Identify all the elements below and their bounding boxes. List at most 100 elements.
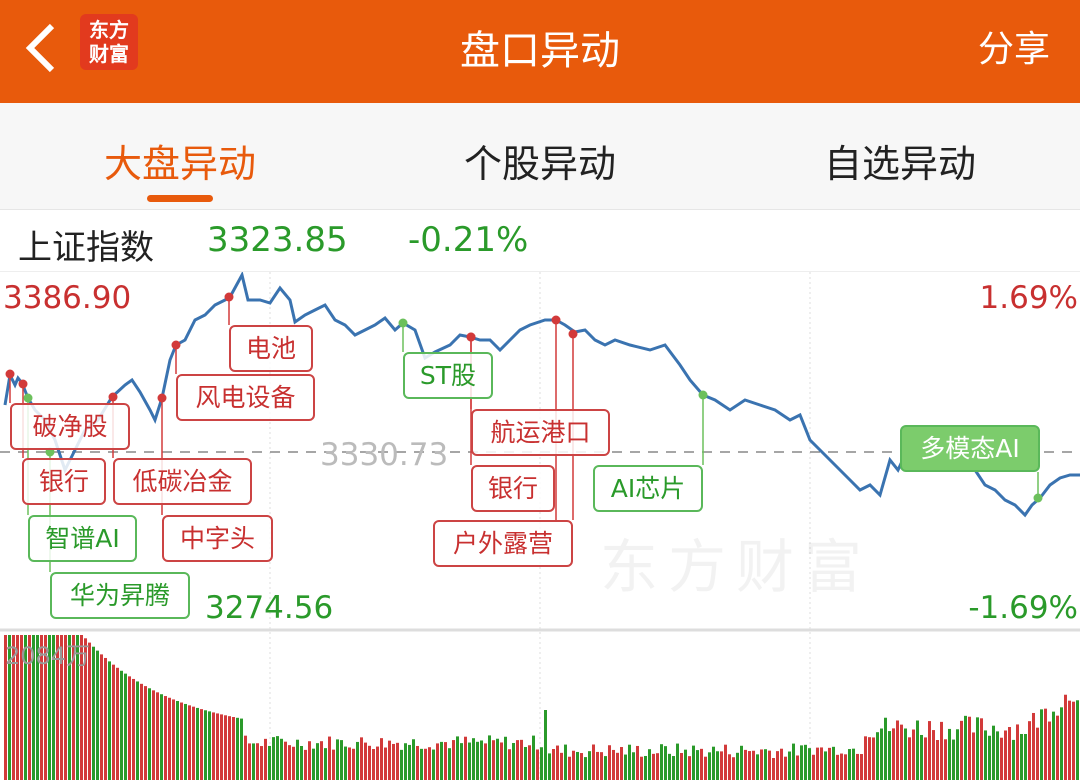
event-label[interactable]: 低碳冶金	[113, 458, 252, 505]
volume-bar	[180, 702, 183, 780]
event-dot	[551, 315, 561, 325]
intraday-chart[interactable]: 东方财富 3386.90 3330.73 3274.56 1.69% -1.69…	[0, 272, 1080, 780]
volume-bar	[476, 741, 479, 780]
volume-bar	[184, 703, 187, 780]
tab-market-alerts[interactable]: 大盘异动	[30, 133, 330, 202]
volume-bar	[652, 753, 655, 780]
event-label[interactable]: AI芯片	[593, 465, 703, 512]
index-change: -0.21%	[408, 220, 529, 260]
volume-bar	[308, 741, 311, 780]
chevron-left-icon[interactable]	[22, 18, 62, 78]
event-dot	[157, 393, 167, 403]
volume-bar	[988, 735, 991, 780]
volume-bar	[104, 657, 107, 780]
volume-bar	[296, 739, 299, 780]
tab-watchlist-alerts[interactable]: 自选异动	[823, 142, 976, 186]
volume-bar	[596, 751, 599, 780]
volume-bar	[396, 742, 399, 780]
volume-bar	[956, 729, 959, 780]
volume-bar	[756, 754, 759, 780]
event-label[interactable]: 华为昇腾	[50, 572, 190, 619]
event-label[interactable]: 破净股	[10, 403, 130, 450]
volume-bar	[928, 721, 931, 780]
volume-bar	[796, 755, 799, 780]
page-title: 盘口异动	[460, 28, 620, 74]
event-label[interactable]: 户外露营	[433, 520, 573, 567]
volume-bar	[880, 728, 883, 780]
volume-bar	[1012, 739, 1015, 780]
volume-bar	[444, 742, 447, 780]
volume-bar	[368, 745, 371, 780]
volume-bar	[600, 752, 603, 780]
volume-bar	[544, 710, 547, 780]
volume-bar	[584, 757, 587, 780]
volume-bar	[304, 749, 307, 780]
volume-bar	[4, 635, 7, 780]
volume-bar	[528, 745, 531, 780]
volume-bar	[1064, 694, 1067, 780]
volume-bar	[300, 745, 303, 780]
volume-bar	[924, 737, 927, 780]
volume-bar	[252, 743, 255, 780]
volume-bar	[228, 716, 231, 780]
volume-bar	[588, 751, 591, 780]
volume-bar	[892, 728, 895, 780]
volume-bar	[156, 692, 159, 780]
volume-bar	[688, 756, 691, 780]
volume-bar	[812, 754, 815, 780]
volume-bar	[60, 635, 63, 780]
volume-bar	[392, 743, 395, 780]
volume-bar	[64, 635, 67, 780]
volume-bar	[200, 709, 203, 780]
volume-bar	[352, 748, 355, 780]
volume-bar	[780, 748, 783, 780]
event-label[interactable]: 电池	[229, 325, 313, 372]
volume-bar	[92, 646, 95, 780]
volume-bar	[648, 749, 651, 780]
share-button[interactable]: 分享	[977, 29, 1050, 70]
event-label[interactable]: 多模态AI	[900, 425, 1040, 472]
volume-bar	[720, 751, 723, 780]
volume-bar	[380, 738, 383, 780]
watermark: 东方财富	[600, 533, 873, 601]
volume-bar	[532, 735, 535, 780]
volume-bar	[372, 749, 375, 780]
tab-stock-alerts[interactable]: 个股异动	[463, 142, 616, 186]
volume-bar	[432, 749, 435, 780]
volume-bar	[700, 748, 703, 780]
volume-bar	[272, 737, 275, 780]
volume-bar	[52, 635, 55, 780]
volume-bar	[672, 756, 675, 780]
volume-bar	[632, 752, 635, 780]
volume-bar	[292, 746, 295, 780]
volume-bar	[96, 650, 99, 780]
event-label[interactable]: 银行	[471, 465, 555, 512]
volume-bar	[148, 688, 151, 780]
volume-bar	[512, 742, 515, 780]
volume-bar	[976, 717, 979, 780]
volume-bar	[1024, 733, 1027, 780]
volume-bar	[124, 673, 127, 780]
index-name: 上证指数	[18, 228, 154, 268]
volume-bar	[240, 718, 243, 780]
volume-bar	[1048, 721, 1051, 780]
volume-bar	[604, 756, 607, 780]
event-label[interactable]: ST股	[403, 352, 493, 399]
event-label[interactable]: 航运港口	[471, 409, 610, 456]
volume-bar	[1000, 737, 1003, 780]
volume-bar	[460, 743, 463, 780]
event-label[interactable]: 风电设备	[176, 374, 315, 421]
volume-bar	[680, 752, 683, 780]
volume-bar	[192, 706, 195, 780]
event-label[interactable]: 中字头	[162, 515, 273, 562]
volume-bar	[932, 730, 935, 780]
event-label[interactable]: 智谱AI	[28, 515, 137, 562]
volume-bar	[28, 635, 31, 780]
volume-bar	[524, 746, 527, 780]
volume-bar	[144, 686, 147, 780]
volume-bar	[800, 745, 803, 780]
event-label[interactable]: 银行	[22, 458, 106, 505]
volume-bar	[768, 750, 771, 780]
volume-bar	[848, 749, 851, 780]
volume-bar	[684, 749, 687, 780]
